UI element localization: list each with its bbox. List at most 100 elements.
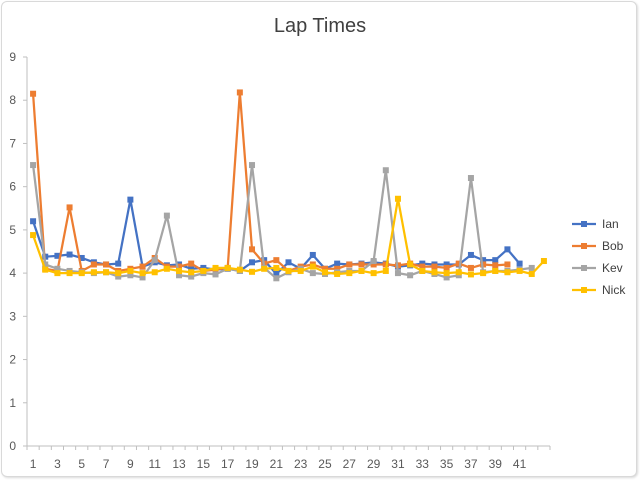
x-tick-label: 35	[440, 457, 454, 471]
x-tick-label: 3	[54, 457, 61, 471]
data-point-nick	[200, 267, 207, 274]
y-tick-label: 4	[9, 266, 16, 280]
legend-marker	[581, 265, 587, 271]
data-point-nick	[224, 264, 231, 271]
data-point-ian	[443, 261, 450, 268]
data-point-kev	[309, 270, 316, 277]
data-point-bob	[188, 260, 195, 267]
y-tick-label: 3	[9, 309, 16, 323]
data-point-nick	[528, 270, 535, 277]
data-point-nick	[431, 269, 438, 276]
axes	[23, 56, 551, 450]
data-point-nick	[42, 266, 49, 273]
data-point-nick	[321, 269, 328, 276]
data-point-kev	[188, 273, 195, 280]
data-point-kev	[115, 273, 122, 280]
data-point-kev	[212, 271, 219, 278]
legend-label: Ian	[602, 217, 619, 231]
data-point-ian	[78, 254, 85, 261]
data-point-bob	[370, 261, 377, 268]
data-point-nick	[103, 269, 110, 276]
data-point-nick	[139, 270, 146, 277]
data-point-nick	[115, 270, 122, 277]
x-tick-label: 37	[464, 457, 478, 471]
legend-item-kev[interactable]: Kev	[572, 261, 623, 275]
data-point-kev	[30, 162, 37, 169]
legend-item-nick[interactable]: Nick	[572, 283, 626, 297]
x-tick-label: 13	[172, 457, 186, 471]
data-point-nick	[407, 261, 414, 268]
data-point-kev	[273, 275, 280, 282]
x-axis-ticks: 1 3 5 7 9 11 13 15 17 19 21 23 25 27 29 31 33 35 37 39 41	[30, 457, 527, 471]
data-point-nick	[249, 268, 256, 275]
x-tick-label: 9	[127, 457, 134, 471]
data-point-nick	[504, 269, 511, 276]
data-point-ian	[200, 264, 207, 271]
x-tick-label: 23	[294, 457, 308, 471]
x-tick-label: 29	[367, 457, 381, 471]
data-point-nick	[261, 265, 268, 272]
data-point-nick	[188, 269, 195, 276]
data-point-bob	[346, 261, 353, 268]
data-point-ian	[30, 218, 37, 225]
data-point-nick	[394, 195, 401, 202]
x-tick-label: 27	[343, 457, 357, 471]
data-point-ian	[54, 252, 61, 259]
data-point-bob	[334, 265, 341, 272]
data-point-bob	[139, 263, 146, 270]
data-point-nick	[419, 267, 426, 274]
x-tick-label: 19	[245, 457, 259, 471]
data-point-nick	[370, 270, 377, 277]
legend-label: Kev	[602, 261, 623, 275]
data-point-bob	[103, 261, 110, 268]
x-tick-label: 21	[270, 457, 284, 471]
y-tick-label: 1	[9, 396, 16, 410]
data-point-ian	[66, 251, 73, 258]
data-point-bob	[176, 263, 183, 270]
data-point-kev	[467, 175, 474, 182]
series-nick	[30, 195, 547, 278]
data-point-ian	[115, 260, 122, 267]
data-point-kev	[443, 274, 450, 281]
data-point-bob	[273, 257, 280, 264]
y-axis-ticks: 0 1 2 3 4 5 6 7 8 9	[9, 50, 16, 453]
x-tick-label: 25	[318, 457, 332, 471]
series-layer	[30, 89, 547, 282]
data-point-nick	[334, 270, 341, 277]
legend-label: Bob	[602, 239, 624, 253]
data-point-nick	[285, 267, 292, 274]
data-point-nick	[66, 270, 73, 277]
data-point-nick	[358, 267, 365, 274]
data-point-kev	[54, 265, 61, 272]
y-tick-label: 7	[9, 136, 16, 150]
x-tick-label: 33	[416, 457, 430, 471]
data-point-bob	[431, 263, 438, 270]
data-point-ian	[285, 259, 292, 266]
y-tick-label: 8	[9, 93, 16, 107]
data-point-bob	[236, 89, 243, 96]
data-point-nick	[30, 232, 37, 239]
data-point-nick	[297, 267, 304, 274]
data-point-bob	[358, 261, 365, 268]
data-point-nick	[309, 263, 316, 270]
data-point-ian	[492, 257, 499, 264]
data-point-ian	[467, 251, 474, 258]
data-point-nick	[163, 265, 170, 272]
data-point-ian	[480, 257, 487, 264]
data-point-nick	[492, 267, 499, 274]
data-point-nick	[151, 269, 158, 276]
data-point-nick	[78, 270, 85, 277]
y-tick-label: 6	[9, 180, 16, 194]
legend-item-bob[interactable]: Bob	[572, 239, 624, 253]
data-point-ian	[504, 246, 511, 253]
data-point-kev	[42, 261, 49, 268]
data-point-nick	[382, 267, 389, 274]
x-tick-label: 5	[78, 457, 85, 471]
series-bob	[30, 89, 511, 274]
legend[interactable]: Ian Bob Kev Nick	[572, 217, 626, 297]
data-point-bob	[504, 261, 511, 268]
legend-item-ian[interactable]: Ian	[572, 217, 619, 231]
data-point-bob	[90, 261, 97, 268]
legend-marker	[581, 221, 587, 227]
